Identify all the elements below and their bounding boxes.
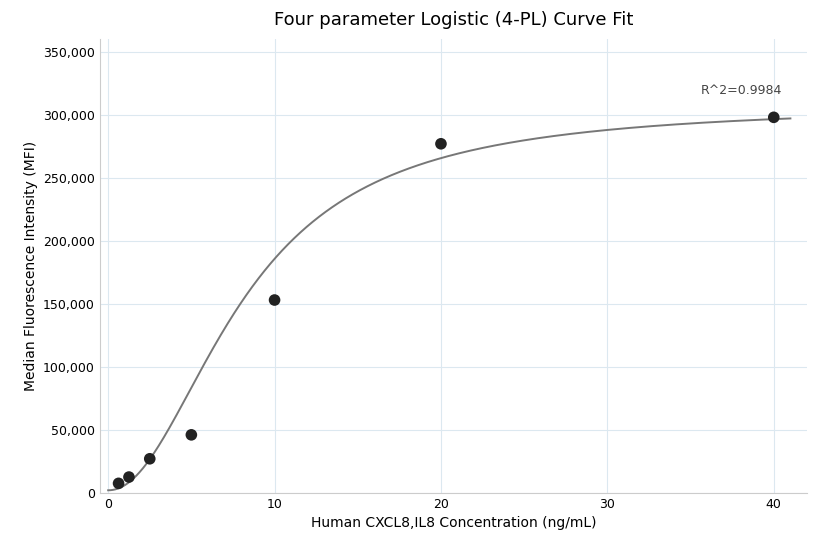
Y-axis label: Median Fluorescence Intensity (MFI): Median Fluorescence Intensity (MFI) — [23, 141, 37, 391]
Point — [122, 473, 136, 482]
Point — [185, 430, 198, 439]
Point — [268, 296, 281, 305]
Title: Four parameter Logistic (4-PL) Curve Fit: Four parameter Logistic (4-PL) Curve Fit — [274, 11, 633, 29]
Text: R^2=0.9984: R^2=0.9984 — [701, 84, 782, 97]
Point — [434, 139, 448, 148]
Point — [767, 113, 780, 122]
Point — [111, 479, 126, 488]
Point — [143, 454, 156, 463]
X-axis label: Human CXCL8,IL8 Concentration (ng/mL): Human CXCL8,IL8 Concentration (ng/mL) — [310, 516, 597, 530]
